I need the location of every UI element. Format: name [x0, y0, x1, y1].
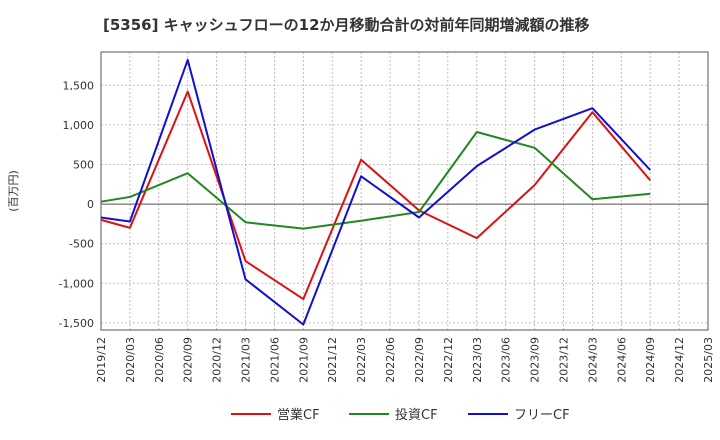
- x-tick-label: 2023/06: [500, 337, 513, 383]
- x-tick-label: 2024/06: [615, 337, 628, 383]
- y-tick-label: -1,000: [59, 277, 94, 290]
- y-tick-label: 0: [87, 198, 94, 211]
- y-axis-tick-labels: 1,500 1,000 500 0 -500 -1,000 -1,500: [59, 79, 94, 330]
- x-tick-label: 2021/09: [297, 337, 310, 383]
- x-tick-label: 2022/03: [355, 337, 368, 383]
- series-lines: [100, 58, 651, 326]
- series-line: [100, 58, 651, 326]
- x-tick-label: 2024/09: [644, 337, 657, 383]
- chart-title: [5356] キャッシュフローの12か月移動合計の対前年同期増減額の推移: [103, 16, 590, 34]
- y-tick-label: -500: [69, 238, 94, 251]
- x-tick-label: 2023/12: [557, 337, 570, 383]
- legend-label: フリーCF: [514, 408, 570, 423]
- y-tick-label: -1,500: [59, 317, 94, 330]
- legend-label: 営業CF: [277, 407, 320, 423]
- y-axis-label: (百万円): [7, 170, 20, 212]
- x-tick-label: 2021/06: [268, 337, 281, 383]
- plot-background: [101, 52, 708, 330]
- y-tick-label: 1,500: [63, 79, 95, 92]
- y-tick-label: 500: [73, 158, 94, 171]
- x-tick-label: 2025/03: [702, 337, 715, 383]
- x-tick-label: 2020/03: [124, 337, 137, 383]
- x-tick-label: 2022/06: [384, 337, 397, 383]
- x-tick-label: 2023/09: [529, 337, 542, 383]
- series-line: [100, 90, 651, 301]
- x-tick-label: 2022/12: [442, 337, 455, 383]
- y-tick-label: 1,000: [63, 119, 95, 132]
- x-tick-label: 2019/12: [95, 337, 108, 383]
- x-tick-label: 2023/03: [471, 337, 484, 383]
- x-tick-label: 2020/06: [153, 337, 166, 383]
- plot-frame: [100, 51, 709, 331]
- x-tick-label: 2021/03: [240, 337, 253, 383]
- x-tick-label: 2022/09: [413, 337, 426, 383]
- x-tick-label: 2020/12: [211, 337, 224, 383]
- legend-label: 投資CF: [395, 407, 438, 423]
- x-tick-label: 2024/03: [586, 337, 599, 383]
- x-tick-label: 2020/09: [182, 337, 195, 383]
- x-axis-tick-labels: 2019/12 2020/03 2020/06 2020/09 2020/12 2021/…: [95, 337, 715, 383]
- x-tick-label: 2024/12: [673, 337, 686, 383]
- legend: 営業CF 投資CF フリーCF: [231, 407, 570, 423]
- x-tick-label: 2021/12: [326, 337, 339, 383]
- series-line: [100, 131, 651, 230]
